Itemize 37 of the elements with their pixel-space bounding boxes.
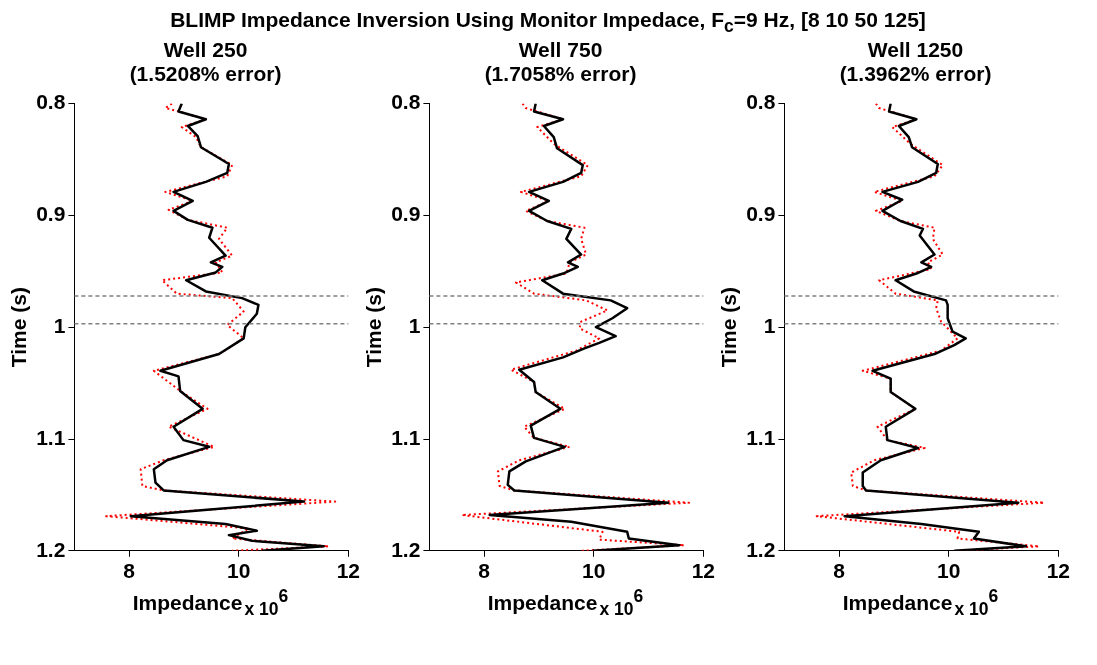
y-tick-label: 1 — [763, 314, 776, 337]
y-tick-label: 0.9 — [746, 202, 776, 226]
x-axis-title: Impedance — [487, 591, 598, 614]
y-tick-label: 1.1 — [391, 425, 421, 449]
text: BLIMP Impedance Inversion Using Monitor Impedace, F$_{c}$=9 Hz, [8 10 50 125] — [169, 8, 927, 38]
y-tick-label: 0.8 — [36, 90, 66, 114]
x-tick-label: 10 — [582, 559, 606, 583]
x-tick-label: 8 — [123, 559, 136, 583]
y-tick-label: 1.2 — [391, 537, 421, 561]
y-tick-label: 0.8 — [391, 90, 421, 114]
y-tick-label: 1 — [408, 314, 421, 337]
x-tick-label: 8 — [833, 559, 846, 583]
line-series — [105, 103, 337, 551]
x-tick-label: 12 — [336, 559, 360, 583]
line-series — [815, 103, 1046, 551]
x-tick-label: 10 — [227, 559, 251, 583]
chart-subtitle: Well 750 (1.7058% error) — [483, 38, 637, 87]
y-axis-title: Time (s) — [717, 287, 741, 368]
y-tick-label: 1.1 — [36, 425, 66, 449]
y-tick-label: 1.2 — [36, 537, 66, 561]
chart-subtitle: Well 250 (1.5208% error) — [128, 38, 282, 87]
y-tick-label: 0.9 — [36, 202, 66, 226]
y-tick-label: 1.1 — [746, 425, 776, 449]
y-tick-label: 0.9 — [391, 202, 421, 226]
x-tick-label: 10 — [937, 559, 961, 583]
x-tick-label: 12 — [691, 559, 715, 583]
x-axis-title: Impedance — [842, 591, 953, 614]
y-tick-label: 0.8 — [746, 90, 776, 114]
chart-subtitle: Well 1250 (1.3962% error) — [838, 38, 992, 87]
y-tick-label: 1 — [53, 314, 66, 337]
y-axis-title: Time (s) — [362, 287, 386, 368]
y-axis-title: Time (s) — [7, 287, 31, 368]
x-tick-label: 12 — [1046, 559, 1070, 583]
x-axis-title: Impedance — [132, 591, 243, 614]
line-series — [460, 103, 691, 551]
y-tick-label: 1.2 — [746, 537, 776, 561]
x-tick-label: 8 — [478, 559, 491, 583]
